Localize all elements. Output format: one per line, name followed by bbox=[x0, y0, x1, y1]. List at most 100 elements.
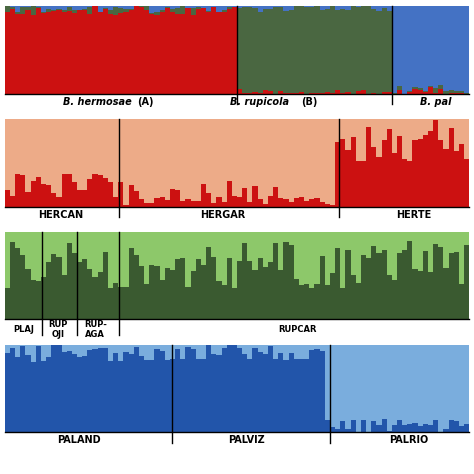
Bar bbox=[289, 232, 294, 319]
Bar bbox=[196, 232, 201, 319]
Bar bbox=[196, 119, 201, 207]
Bar bbox=[191, 119, 196, 207]
Text: RUPCAR: RUPCAR bbox=[278, 325, 317, 334]
Bar bbox=[108, 232, 113, 319]
Bar bbox=[180, 14, 185, 94]
Bar bbox=[428, 87, 433, 94]
Bar bbox=[15, 12, 20, 14]
Bar bbox=[371, 147, 376, 207]
Bar bbox=[170, 270, 175, 319]
Bar bbox=[72, 9, 77, 13]
Bar bbox=[26, 356, 30, 432]
Bar bbox=[191, 8, 196, 15]
Bar bbox=[412, 89, 418, 94]
Bar bbox=[185, 200, 191, 207]
Bar bbox=[433, 93, 438, 94]
Bar bbox=[304, 284, 309, 319]
Bar bbox=[263, 232, 268, 319]
Bar bbox=[46, 12, 51, 94]
Bar bbox=[118, 182, 123, 207]
Bar bbox=[185, 119, 191, 207]
Bar bbox=[314, 6, 319, 92]
Bar bbox=[412, 119, 418, 207]
Bar bbox=[196, 201, 201, 207]
Bar bbox=[356, 162, 361, 207]
Bar bbox=[448, 119, 454, 207]
Bar bbox=[201, 8, 206, 94]
Bar bbox=[278, 6, 283, 7]
Bar bbox=[134, 191, 139, 207]
Bar bbox=[319, 10, 325, 93]
Text: HERTE: HERTE bbox=[396, 210, 431, 219]
Bar bbox=[382, 345, 387, 432]
Bar bbox=[62, 352, 67, 432]
Bar bbox=[134, 346, 139, 432]
Bar bbox=[185, 6, 191, 8]
Bar bbox=[128, 119, 134, 207]
Bar bbox=[371, 93, 376, 94]
Bar bbox=[319, 93, 325, 94]
Bar bbox=[371, 420, 376, 432]
Bar bbox=[118, 232, 123, 319]
Bar bbox=[309, 345, 314, 432]
Bar bbox=[237, 198, 242, 207]
Bar bbox=[387, 6, 392, 11]
Bar bbox=[242, 7, 247, 93]
Bar bbox=[77, 119, 82, 207]
Bar bbox=[402, 119, 407, 207]
Bar bbox=[335, 232, 340, 319]
Bar bbox=[330, 6, 335, 93]
Bar bbox=[412, 269, 418, 319]
Bar bbox=[206, 193, 211, 207]
Bar bbox=[72, 345, 77, 432]
Bar bbox=[232, 6, 237, 7]
Bar bbox=[299, 285, 304, 319]
Bar bbox=[423, 424, 428, 432]
Bar bbox=[433, 232, 438, 319]
Bar bbox=[423, 91, 428, 92]
Bar bbox=[366, 232, 371, 319]
Bar bbox=[397, 86, 402, 90]
Bar bbox=[340, 9, 346, 93]
Bar bbox=[428, 119, 433, 207]
Bar bbox=[247, 93, 253, 94]
Bar bbox=[304, 119, 309, 207]
Bar bbox=[180, 119, 185, 207]
Bar bbox=[448, 90, 454, 93]
Bar bbox=[103, 232, 108, 319]
Bar bbox=[247, 119, 253, 207]
Bar bbox=[149, 265, 155, 319]
Bar bbox=[144, 7, 149, 9]
Bar bbox=[201, 232, 206, 319]
Bar bbox=[448, 232, 454, 319]
Bar bbox=[113, 15, 118, 94]
Text: PLAJ: PLAJ bbox=[13, 325, 34, 334]
Bar bbox=[382, 419, 387, 432]
Bar bbox=[464, 424, 469, 432]
Bar bbox=[438, 6, 444, 85]
Bar bbox=[423, 92, 428, 94]
Bar bbox=[36, 6, 41, 7]
Bar bbox=[371, 246, 376, 319]
Bar bbox=[144, 232, 149, 319]
Bar bbox=[346, 119, 351, 207]
Bar bbox=[221, 285, 227, 319]
Bar bbox=[247, 6, 253, 7]
Bar bbox=[325, 6, 330, 9]
Bar bbox=[325, 119, 330, 207]
Bar bbox=[185, 287, 191, 319]
Bar bbox=[444, 149, 448, 207]
Bar bbox=[144, 203, 149, 207]
Bar bbox=[103, 348, 108, 432]
Bar bbox=[407, 232, 412, 319]
Bar bbox=[289, 119, 294, 207]
Bar bbox=[92, 119, 98, 207]
Bar bbox=[62, 10, 67, 12]
Bar bbox=[444, 119, 448, 207]
Bar bbox=[46, 119, 51, 207]
Bar bbox=[330, 205, 335, 207]
Bar bbox=[366, 119, 371, 207]
Bar bbox=[10, 242, 15, 319]
Bar bbox=[180, 232, 185, 319]
Bar bbox=[67, 174, 72, 207]
